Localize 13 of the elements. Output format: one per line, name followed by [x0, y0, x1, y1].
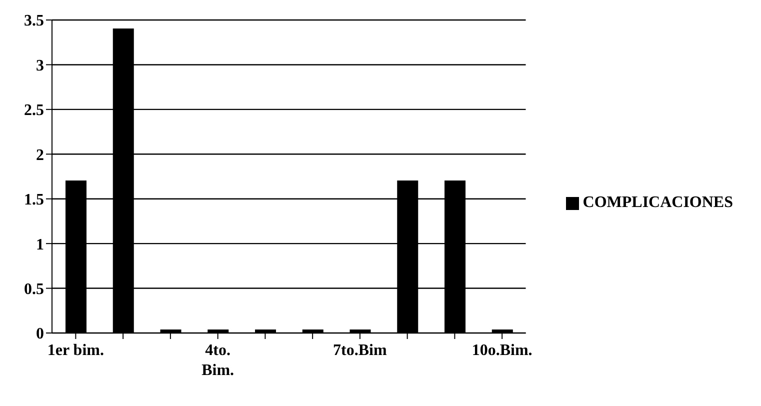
y-tick-label: 3.5: [24, 12, 44, 30]
y-tick-label: 0.5: [24, 280, 44, 298]
y-tick-label: 1: [36, 236, 44, 254]
y-tick-label: 2.5: [24, 102, 44, 120]
y-tick-label: 2: [36, 146, 44, 164]
x-tick-label: 1er bim.: [47, 342, 104, 359]
y-tick-label: 0: [36, 326, 44, 343]
x-tick-label: 7to.Bim: [333, 342, 388, 359]
legend-label: COMPLICACIONES: [582, 194, 733, 211]
x-tick-label: 10o.Bim.: [472, 342, 532, 359]
y-tick-label: 3: [36, 57, 44, 74]
x-tick-label: 4to. Bim.: [202, 342, 234, 379]
y-tick-label: 1.5: [24, 192, 44, 209]
